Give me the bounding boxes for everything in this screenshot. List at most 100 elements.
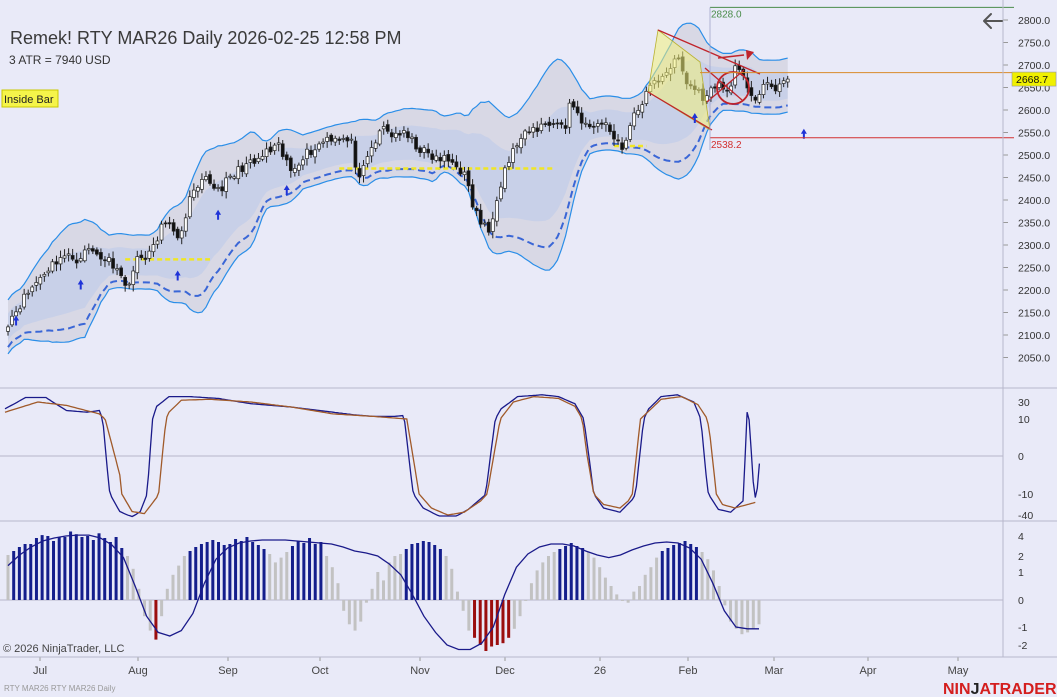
hist-bar [467,600,471,631]
bull-candle [14,311,18,317]
hist-bar [626,600,630,603]
hist-tick-label: 1 [1018,567,1024,579]
bear-candle [398,133,402,136]
bull-candle [632,112,637,127]
bear-candle [466,170,471,187]
time-axis[interactable]: Jul Aug Sep Oct Nov Dec 26 Feb Mar Apr May [33,657,969,677]
stoch-d-line [4,395,756,516]
hist-bar [160,600,164,617]
inside-bar-label: Inside Bar [4,94,54,106]
bull-candle [115,268,119,271]
channel-upper-line [657,29,761,75]
bear-candle [620,142,624,150]
hist-bar [228,544,232,600]
bull-candle [341,138,346,140]
price-tick-label: 2350.0 [1018,218,1050,230]
bear-candle [713,86,717,89]
hist-bar [177,565,181,600]
hist-bar [620,600,624,601]
bear-candle [474,207,479,212]
bear-candle [616,139,620,142]
bull-candle [200,179,204,190]
bull-candle [539,123,544,131]
inside-bar-badge [1,89,59,108]
bull-candle [183,217,188,232]
channel-pattern [647,29,761,131]
bear-candle [74,259,79,264]
range-levels: 2828.0 2538.2 [700,6,1014,151]
price-tick-label: 2600.0 [1018,105,1050,117]
bear-candle [470,184,475,208]
bull-candle [567,102,572,128]
bull-candle [155,240,160,245]
up-arrow-icon [283,185,290,195]
hist-bar [120,548,124,600]
hist-bar [410,544,414,600]
bull-candle [442,155,447,162]
bull-candle [260,156,265,160]
price-tick-label: 2050.0 [1018,353,1050,365]
price-tick-label: 2300.0 [1018,240,1050,252]
hist-bar [495,600,499,645]
hist-tick-label: 2 [1018,551,1024,563]
bull-candle [22,293,27,308]
stoch-tick-label: 0 [1018,451,1024,463]
hist-bar [586,552,590,600]
bull-candle [317,143,321,150]
pivot-levels [125,144,647,261]
hist-bar [729,600,733,622]
hist-bar [746,600,750,633]
hist-bar [723,600,727,606]
bear-candle [337,138,342,141]
hist-bar [103,538,107,600]
hist-bar [581,548,585,600]
hist-bar [660,551,664,600]
bull-candle [58,257,63,265]
price-panel[interactable] [6,22,807,355]
breakout-circle [716,71,750,105]
atr-text: 3 ATR = 7940 USD [9,53,111,67]
time-tick-label: Aug [128,665,148,677]
bear-candle [171,222,176,232]
bull-candle [511,148,515,163]
copyright: © 2026 NinjaTrader, LLC [3,643,124,655]
price-tick-label: 2550.0 [1018,128,1050,140]
hist-bar [478,600,482,645]
hist-bar [376,572,380,600]
bull-candle [321,141,325,144]
price-tick-label: 2750.0 [1018,38,1050,50]
bear-candle [268,146,273,153]
bull-candle [46,270,51,274]
bull-candle [236,166,241,180]
hist-bar [433,545,437,600]
target-arrow-line [717,54,745,59]
hist-bar [569,543,573,600]
hist-bar [330,567,334,600]
hist-bar [672,545,676,600]
bull-candle [494,200,499,222]
bull-candle [276,142,281,145]
bear-candle [418,147,422,154]
stochastic-panel[interactable]: 30 10 0 -10 -40 [0,394,1033,522]
hist-bar [416,543,420,600]
bear-candle [288,157,293,172]
hist-bar [529,583,533,600]
hist-bar [97,533,101,600]
hist-bar [290,546,294,600]
time-tick-label: Sep [218,665,238,677]
hist-bar [308,538,312,600]
up-arrow-icon [174,270,181,281]
hist-bar [461,600,465,611]
arrow-left-icon[interactable] [980,12,1006,30]
hist-bar [353,600,357,631]
price-axis[interactable]: 2800.02750.02700.02650.02600.02550.02500… [1003,15,1057,365]
hist-bar [148,600,152,631]
bear-candle [139,254,144,259]
bear-candle [426,148,431,154]
cross-line [704,67,743,101]
hist-bar [80,537,84,600]
histogram-panel[interactable]: 4 2 1 0 -1 -2 [0,531,1027,652]
hist-bar [74,534,78,600]
bull-candle [709,87,713,98]
hist-bar [313,544,317,600]
